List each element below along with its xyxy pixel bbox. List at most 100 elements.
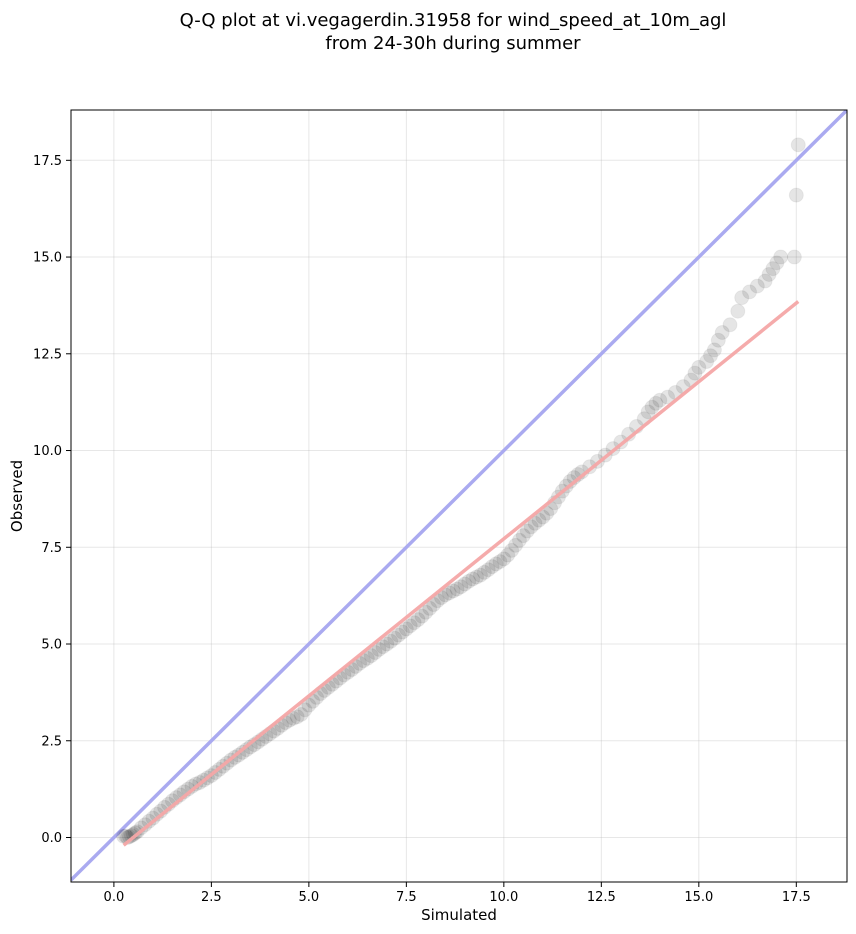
- data-point: [476, 564, 492, 580]
- data-point: [461, 573, 477, 589]
- data-point: [773, 249, 789, 265]
- data-point: [515, 528, 531, 544]
- data-point: [734, 290, 750, 306]
- data-point: [465, 571, 481, 587]
- fit-line-layer: [122, 300, 800, 847]
- x-tick-label: 2.5: [201, 890, 222, 905]
- data-point: [652, 392, 668, 408]
- x-tick-label: 12.5: [587, 890, 616, 905]
- data-points-layer: [116, 137, 806, 845]
- data-point: [644, 399, 660, 415]
- data-point: [535, 509, 551, 525]
- data-point: [127, 825, 143, 841]
- data-point: [469, 569, 485, 585]
- data-point: [398, 621, 414, 637]
- chart-title-line-2: from 24-30h during summer: [325, 33, 581, 54]
- data-point: [488, 556, 504, 572]
- data-point: [640, 404, 656, 420]
- data-point: [714, 325, 730, 341]
- data-point: [699, 354, 715, 370]
- y-tick-label: 10.0: [33, 444, 62, 459]
- plot-frame: [70, 109, 848, 883]
- data-point: [492, 554, 508, 570]
- y-axis-label: Observed: [8, 460, 26, 532]
- y-tick-label: 12.5: [33, 347, 62, 362]
- data-point: [765, 261, 781, 277]
- data-point: [703, 348, 719, 364]
- data-point: [402, 618, 418, 634]
- data-point: [788, 187, 804, 203]
- data-point: [123, 828, 139, 844]
- x-tick-label: 5.0: [299, 890, 320, 905]
- y-tick-label: 7.5: [41, 541, 62, 556]
- x-tick-label: 7.5: [396, 890, 417, 905]
- data-point: [757, 273, 773, 289]
- y-tick-label: 2.5: [41, 734, 62, 749]
- data-point: [527, 515, 543, 531]
- data-point: [293, 706, 309, 722]
- data-point: [786, 249, 802, 265]
- data-point: [691, 359, 707, 375]
- data-point: [453, 579, 469, 595]
- data-point: [648, 395, 664, 411]
- data-point: [418, 604, 434, 620]
- data-point: [367, 645, 383, 661]
- x-tick-label: 0.0: [104, 890, 125, 905]
- x-axis-label: Simulated: [421, 906, 497, 924]
- data-point: [449, 581, 465, 597]
- data-point: [445, 583, 461, 599]
- data-point: [125, 826, 141, 842]
- data-point: [519, 523, 535, 539]
- data-point: [660, 389, 676, 405]
- grid-lines: [71, 110, 847, 882]
- x-tick-label: 17.5: [782, 890, 811, 905]
- data-point: [359, 650, 375, 666]
- data-point: [371, 641, 387, 657]
- fit-line: [122, 300, 800, 847]
- data-point: [508, 537, 524, 553]
- data-point: [387, 630, 403, 646]
- data-point: [235, 744, 251, 760]
- data-point: [394, 624, 410, 640]
- x-axis-ticks: 0.0 2.5 5.0 7.5 10.0 12.5 15.0 17.5: [104, 882, 811, 905]
- data-point: [137, 817, 153, 833]
- data-point: [531, 512, 547, 528]
- data-point: [441, 585, 457, 601]
- data-point: [687, 365, 703, 381]
- x-tick-label: 10.0: [489, 890, 518, 905]
- data-point: [363, 648, 379, 664]
- y-tick-label: 15.0: [33, 251, 62, 266]
- chart-title-line-1: Q-Q plot at vi.vegagerdin.31958 for wind…: [180, 10, 727, 31]
- data-point: [375, 639, 391, 655]
- data-point: [710, 332, 726, 348]
- reference-line-layer: [71, 110, 847, 882]
- data-point: [379, 636, 395, 652]
- identity-reference-line: [71, 110, 847, 882]
- data-point: [410, 612, 426, 628]
- y-tick-label: 5.0: [41, 638, 62, 653]
- data-point: [749, 278, 765, 294]
- data-point: [523, 519, 539, 535]
- data-point: [406, 615, 422, 631]
- data-point: [457, 576, 473, 592]
- y-tick-label: 0.0: [41, 831, 62, 846]
- data-point: [722, 317, 738, 333]
- data-point: [472, 567, 488, 583]
- data-point: [297, 702, 313, 718]
- data-point: [188, 776, 204, 792]
- y-axis-ticks: 0.0 2.5 5.0 7.5 10.0 12.5 15.0 17.5: [33, 154, 71, 846]
- data-point: [706, 342, 722, 358]
- data-point: [422, 600, 438, 616]
- data-point: [500, 547, 516, 563]
- data-point: [285, 710, 301, 726]
- data-point: [761, 266, 777, 282]
- data-point: [769, 255, 785, 271]
- data-point: [730, 303, 746, 319]
- x-tick-label: 15.0: [684, 890, 713, 905]
- data-point: [496, 551, 512, 567]
- data-point: [484, 559, 500, 575]
- data-point: [414, 608, 430, 624]
- data-point: [391, 627, 407, 643]
- data-point: [504, 542, 520, 558]
